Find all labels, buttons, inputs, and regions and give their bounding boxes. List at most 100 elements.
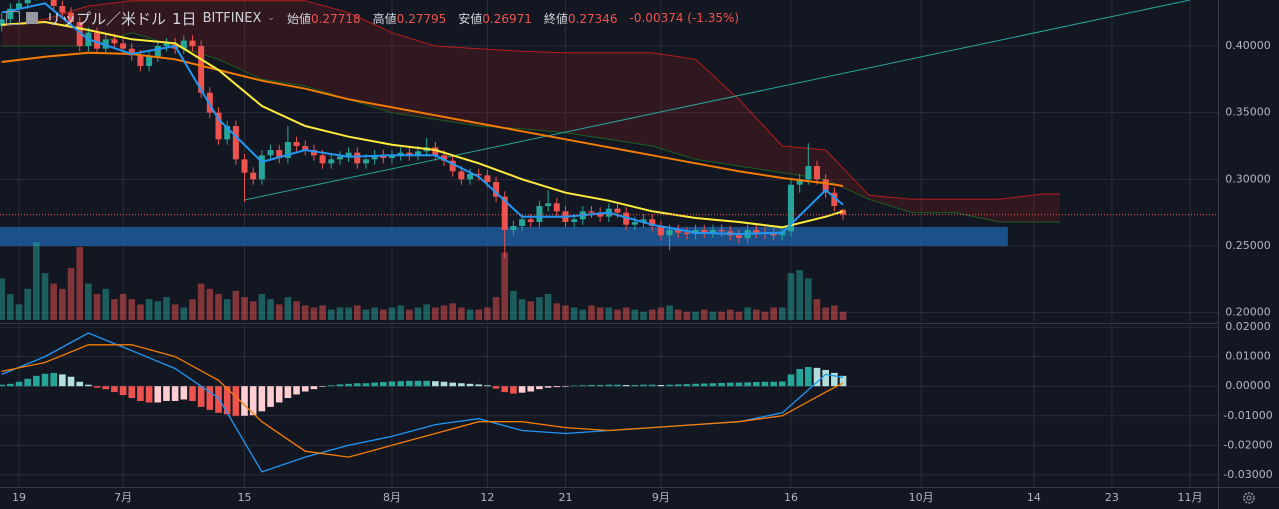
- volume-bar: [718, 311, 725, 320]
- macd-histogram-bar: [640, 384, 647, 387]
- x-tick-label: 10月: [909, 491, 934, 504]
- volume-bar: [744, 307, 751, 320]
- volume-bar: [466, 309, 474, 320]
- macd-histogram-bar: [562, 386, 569, 387]
- macd-histogram-bar: [215, 386, 222, 413]
- macd-tick-label: -0.01000: [1223, 409, 1272, 422]
- candle-body: [822, 179, 829, 193]
- candle-body: [501, 196, 508, 230]
- candle-body: [206, 92, 213, 113]
- macd-histogram-bar: [137, 386, 144, 401]
- candle-body: [397, 152, 404, 156]
- toggle-icon[interactable]: [6, 11, 20, 25]
- x-tick-label: 9月: [652, 491, 670, 504]
- macd-tick-label: -0.03000: [1223, 468, 1272, 481]
- macd-histogram-bar: [553, 386, 561, 388]
- macd-histogram-bar: [709, 383, 717, 387]
- macd-histogram-bar: [59, 374, 66, 387]
- macd-histogram-bar: [189, 386, 196, 401]
- macd-histogram-bar: [510, 386, 517, 394]
- macd-histogram-bar: [466, 383, 474, 387]
- x-tick-label: 16: [784, 491, 798, 504]
- close-value: 0.27346: [567, 11, 618, 26]
- macd-histogram-bar: [345, 383, 352, 387]
- volume-bar: [154, 301, 162, 320]
- macd-histogram-bar: [596, 385, 604, 387]
- moving-average: [1, 20, 844, 229]
- volume-bar: [353, 305, 361, 320]
- macd-histogram-bar: [518, 386, 526, 393]
- dropdown-caret[interactable]: ⌄: [267, 13, 275, 23]
- macd-histogram-bar: [674, 384, 682, 387]
- macd-histogram-bar: [154, 386, 162, 403]
- macd-histogram-bar: [33, 375, 40, 387]
- volume-bar: [822, 307, 829, 320]
- candle-body: [232, 126, 239, 160]
- macd-histogram-bar: [371, 382, 378, 387]
- volume-bar: [0, 278, 5, 320]
- candle-body: [328, 159, 335, 164]
- candle-body: [458, 171, 465, 180]
- high-label: 高値: [372, 11, 397, 26]
- macd-histogram-bar: [249, 386, 257, 416]
- candle-body: [770, 234, 777, 236]
- macd-histogram-bar: [336, 384, 344, 387]
- volume-bar: [779, 307, 786, 320]
- settings-icon[interactable]: [1243, 492, 1255, 504]
- open-value: 0.27718: [310, 11, 361, 26]
- candle-body: [354, 152, 361, 164]
- macd-histogram-bar: [683, 384, 691, 387]
- volume-bar: [371, 307, 378, 320]
- x-tick-label: 12: [480, 491, 494, 504]
- volume-bar: [119, 294, 127, 320]
- volume-bar: [501, 252, 509, 320]
- volume-bar: [423, 304, 430, 320]
- candle-body: [345, 152, 352, 157]
- candle-body: [128, 48, 135, 56]
- volume-bar: [197, 283, 205, 320]
- candle-body: [198, 46, 205, 93]
- macd-histogram-bar: [362, 383, 370, 387]
- volume-bar: [85, 283, 92, 320]
- y-tick-label: 0.20000: [1225, 306, 1271, 319]
- candle-body: [536, 206, 543, 222]
- macd-histogram-bar: [353, 383, 361, 387]
- volume-bar: [839, 311, 847, 320]
- volume-bar: [76, 247, 84, 320]
- high-value: 0.27795: [396, 11, 447, 26]
- macd-histogram-bar: [579, 385, 587, 387]
- volume-bar: [388, 307, 396, 320]
- candle-body: [267, 150, 274, 156]
- candle-body: [631, 222, 638, 225]
- candle-body: [510, 226, 517, 230]
- candle-body: [406, 152, 413, 156]
- candle-body: [614, 208, 621, 213]
- volume-bar: [570, 307, 578, 320]
- volume-bar: [831, 305, 838, 320]
- volume-bar: [215, 294, 222, 320]
- macd-pane: [0, 325, 1218, 487]
- macd-histogram-bar: [726, 382, 734, 387]
- macd-histogram-bar: [631, 385, 639, 387]
- exchange[interactable]: BITFINEX: [202, 10, 262, 26]
- volume-bar: [24, 288, 31, 320]
- macd-histogram-bar: [163, 386, 170, 401]
- macd-histogram-bar: [458, 383, 465, 387]
- x-tick-label: 7月: [114, 491, 132, 504]
- candle-body: [302, 146, 309, 150]
- macd-histogram-bar: [406, 380, 413, 387]
- low-value: 0.26971: [482, 11, 532, 26]
- macd-histogram-bar: [839, 375, 847, 387]
- volume-bar: [631, 309, 639, 320]
- macd-tick-label: 0.00000: [1225, 379, 1271, 392]
- macd-histogram-bar: [432, 381, 439, 387]
- macd-histogram-bar: [258, 386, 266, 412]
- macd-histogram-bar: [414, 380, 422, 387]
- volume-bar: [145, 299, 153, 320]
- x-tick-label: 11月: [1177, 491, 1202, 504]
- macd-histogram-bar: [67, 376, 75, 387]
- macd-histogram-bar: [501, 386, 509, 393]
- candle-body: [814, 166, 821, 180]
- candle-body: [623, 212, 630, 225]
- macd-histogram-bar: [440, 381, 448, 387]
